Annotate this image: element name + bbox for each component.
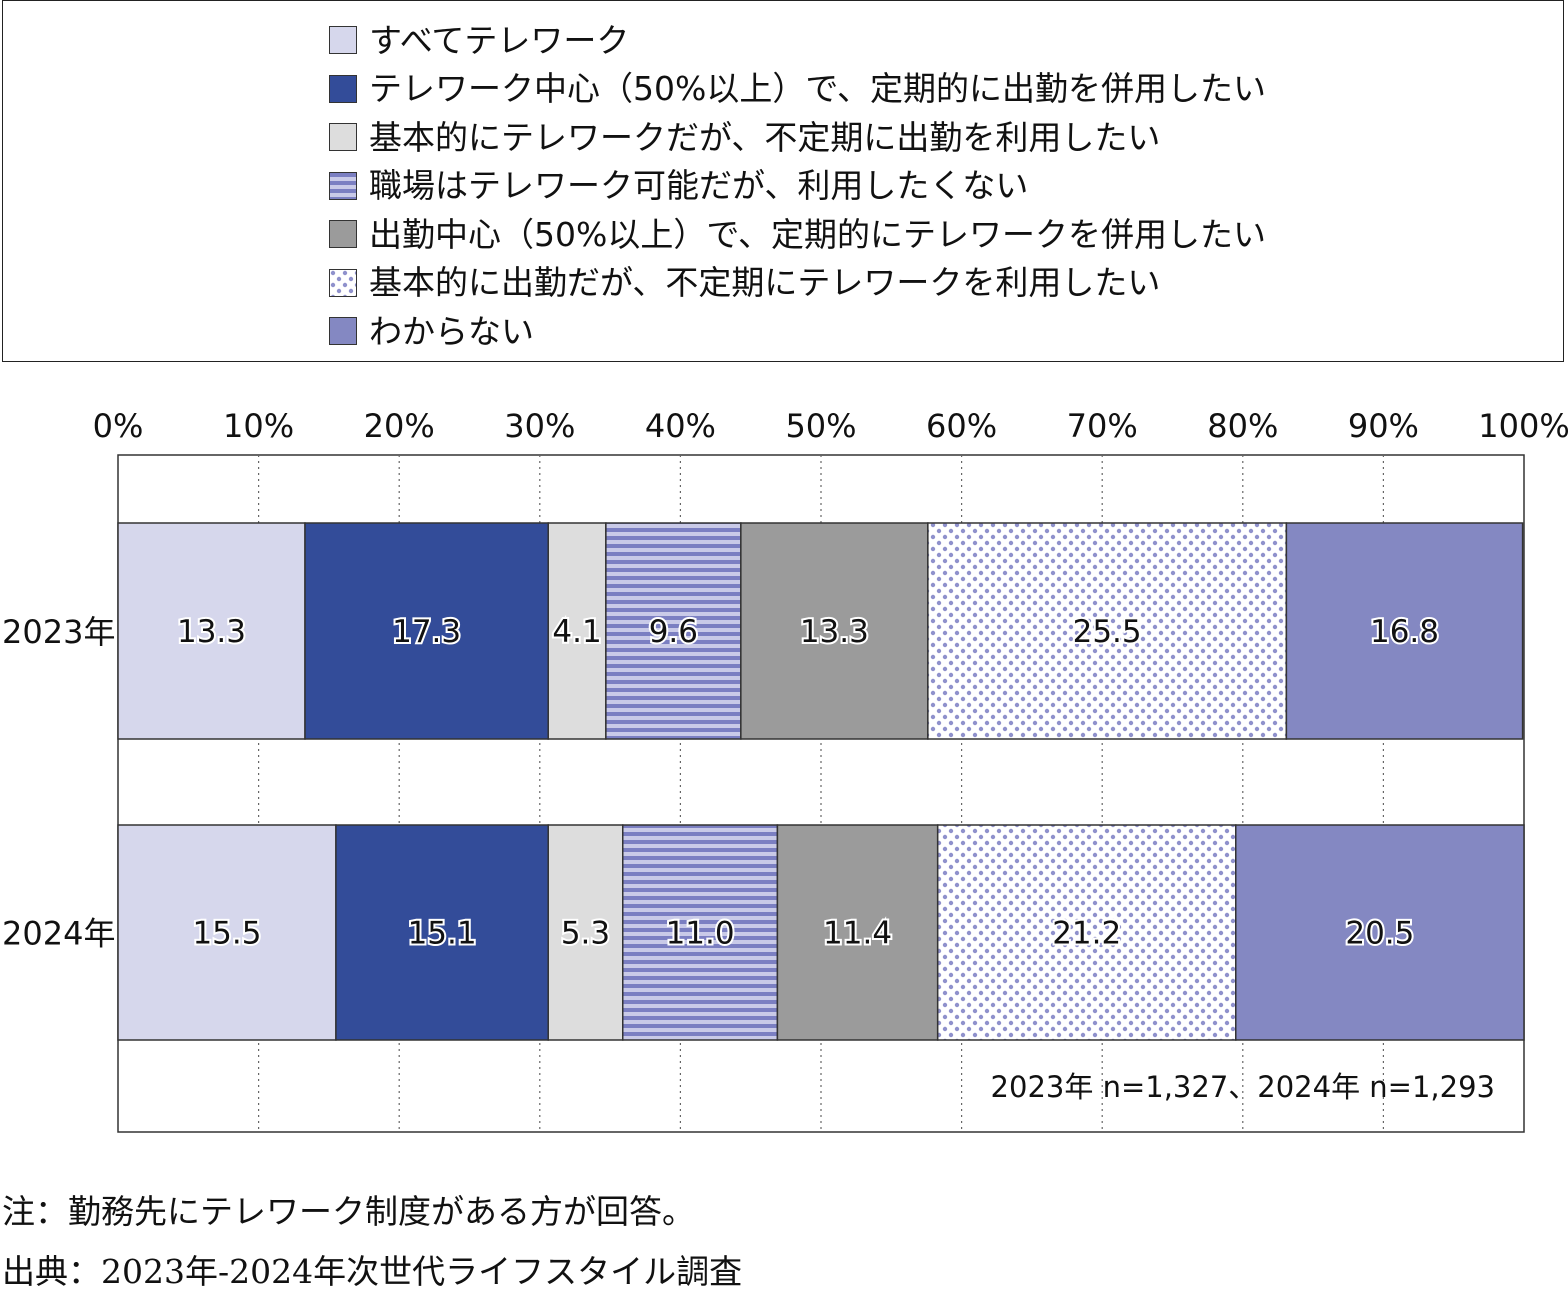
bar-segment <box>927 522 1288 740</box>
x-tick-label: 0% <box>93 407 144 445</box>
bar-segment <box>117 522 306 740</box>
legend-label: 基本的にテレワークだが、不定期に出勤を利用したい <box>369 117 1161 157</box>
bar-segment <box>547 522 607 740</box>
bar-segment <box>304 522 549 740</box>
legend-item: わからない <box>329 311 534 351</box>
source-text: 出典：2023年-2024年次世代ライフスタイル調査 <box>2 1252 743 1291</box>
note-text: 注：勤務先にテレワーク制度がある方が回答。 <box>2 1192 695 1231</box>
legend-label: わからない <box>369 311 534 351</box>
legend-label: 出勤中心（50%以上）で、定期的にテレワークを併用したい <box>369 214 1267 254</box>
sample-size-note: 2023年 n=1,327、2024年 n=1,293 <box>991 1070 1495 1104</box>
bar-segment <box>740 522 929 740</box>
x-tick-label: 40% <box>645 407 716 445</box>
data-label: 20.5 <box>1345 916 1414 952</box>
legend-swatch <box>329 171 357 200</box>
x-tick-label: 20% <box>364 407 435 445</box>
bar-segment <box>1235 824 1525 1041</box>
legend-label: 基本的に出勤だが、不定期にテレワークを利用したい <box>369 263 1161 302</box>
data-label: 16.8 <box>1370 614 1439 650</box>
bar-segment <box>335 824 549 1041</box>
data-label: 13.3 <box>177 614 246 650</box>
data-label: 5.3 <box>561 916 610 952</box>
bar-segment <box>547 824 624 1041</box>
data-label: 4.1 <box>552 614 601 650</box>
bar-segment <box>776 824 939 1041</box>
data-label: 15.1 <box>408 916 477 952</box>
legend-item: 基本的に出勤だが、不定期にテレワークを利用したい <box>329 263 1160 303</box>
category-label: 2024年 <box>2 915 115 953</box>
bar-segment <box>1285 522 1524 740</box>
data-label: 15.5 <box>192 916 261 952</box>
x-tick-label: 50% <box>785 407 856 445</box>
legend-swatch <box>329 268 357 297</box>
data-label: 21.2 <box>1052 916 1121 952</box>
bar-segment <box>117 824 337 1041</box>
data-label: 11.4 <box>823 916 892 952</box>
legend-swatch <box>329 220 357 248</box>
x-tick-label: 100% <box>1478 407 1568 445</box>
x-tick-label: 10% <box>223 407 294 445</box>
bar-segment <box>605 522 742 740</box>
x-tick-label: 30% <box>504 407 575 445</box>
x-tick-label: 70% <box>1067 407 1138 445</box>
data-label: 9.6 <box>649 614 698 650</box>
legend-item: テレワーク中心（50%以上）で、定期的に出勤を併用したい <box>329 69 1266 109</box>
legend-swatch <box>329 74 357 103</box>
x-tick-label: 90% <box>1348 407 1419 445</box>
category-label: 2023年 <box>2 613 115 651</box>
legend-item: 職場はテレワーク可能だが、利用したくない <box>329 166 1028 206</box>
data-label: 17.3 <box>392 614 461 650</box>
legend: すべてテレワークテレワーク中心（50%以上）で、定期的に出勤を併用したい 基本的に… <box>2 0 1564 362</box>
legend-swatch <box>329 317 357 345</box>
data-label: 13.3 <box>800 614 869 650</box>
bar-segment <box>622 824 779 1041</box>
x-tick-label: 80% <box>1207 407 1278 445</box>
legend-swatch <box>329 123 357 151</box>
x-tick-label: 60% <box>926 407 997 445</box>
legend-label: すべてテレワーク <box>369 20 630 60</box>
bar-segment <box>936 824 1237 1041</box>
legend-item: 出勤中心（50%以上）で、定期的にテレワークを併用したい <box>329 214 1266 254</box>
legend-label: 職場はテレワーク可能だが、利用したくない <box>369 166 1029 205</box>
data-label: 11.0 <box>666 916 735 952</box>
legend-label: テレワーク中心（50%以上）で、定期的に出勤を併用したい <box>369 69 1267 108</box>
legend-swatch <box>329 26 357 54</box>
data-label: 25.5 <box>1073 614 1142 650</box>
legend-item: 基本的にテレワークだが、不定期に出勤を利用したい <box>329 117 1160 157</box>
legend-item: すべてテレワーク <box>329 20 629 60</box>
